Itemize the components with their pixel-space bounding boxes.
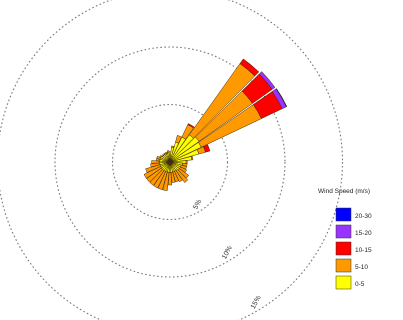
wedge-dir-60-bin-4 bbox=[275, 88, 288, 107]
legend-label-10-15: 10-15 bbox=[355, 247, 372, 254]
legend-swatch-5-10 bbox=[335, 258, 352, 273]
wedge-dir-50-bin-3 bbox=[259, 71, 276, 90]
radial-grid-ring-3 bbox=[0, 0, 343, 320]
legend-label-0-5: 0-5 bbox=[355, 281, 365, 288]
legend-label-20-30: 20-30 bbox=[355, 213, 372, 220]
wedge-dir-90-bin-1 bbox=[185, 160, 188, 164]
wedge-dir-80-bin-1 bbox=[190, 155, 194, 161]
radial-grid-ring-1 bbox=[111, 103, 229, 221]
legend-swatch-20-30 bbox=[335, 207, 352, 222]
legend-swatch-15-20 bbox=[335, 224, 352, 239]
legend: Wind Speed (m/s) 20-30 15-20 10-15 5-10 0-5 bbox=[318, 188, 372, 290]
wedge-dir-20-bin-1 bbox=[175, 135, 182, 144]
radial-tick-labels: 5% 10% 15% bbox=[192, 199, 262, 311]
radial-grid-ring-2 bbox=[54, 46, 286, 278]
radial-tick-label-3: 15% bbox=[250, 295, 263, 311]
legend-title: Wind Speed (m/s) bbox=[318, 188, 370, 195]
legend-label-15-20: 15-20 bbox=[355, 230, 372, 237]
radial-tick-label-1: 5% bbox=[192, 199, 203, 211]
legend-swatch-0-5 bbox=[335, 275, 352, 290]
wedge-dir-70-bin-2 bbox=[203, 144, 211, 153]
radial-grid bbox=[0, 0, 343, 320]
wedge-dir-30-bin-2 bbox=[187, 123, 195, 129]
wind-rose-wedges bbox=[143, 58, 288, 191]
legend-label-5-10: 5-10 bbox=[355, 264, 368, 271]
wedge-dir-40-bin-2 bbox=[239, 58, 260, 77]
wedge-dir-350-bin-1 bbox=[166, 150, 170, 154]
legend-swatch-10-15 bbox=[335, 241, 352, 256]
radial-tick-label-2: 10% bbox=[221, 245, 234, 261]
wedge-dir-10-bin-1 bbox=[171, 145, 175, 148]
